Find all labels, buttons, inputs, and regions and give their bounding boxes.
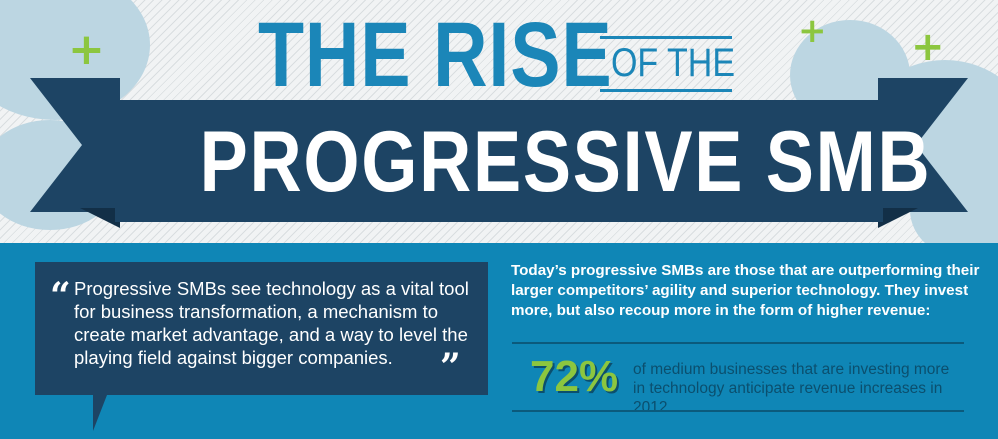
intro-paragraph: Today’s progressive SMBs are those that … [511,262,980,319]
title-line-1: THE RISE [258,4,613,106]
plus-icon: + [68,24,105,75]
ribbon-body [115,100,883,222]
speech-bubble [35,262,488,431]
stat-value: 72% [530,352,619,401]
page-title: PROGRESSIVE SMB [199,114,932,210]
ribbon-right-fold [878,208,918,228]
ribbon-right-tail [878,78,968,212]
close-quote-icon: ” [440,346,461,388]
ribbon-banner [30,78,968,228]
divider-bottom [512,410,964,412]
divider-top [512,342,964,344]
ribbon-left-fold [80,208,120,228]
plus-icon: + [911,24,945,70]
open-quote-icon: “ [50,275,71,317]
plus-icon: + [798,11,827,51]
stat-description: of medium businesses that are investing … [633,361,950,416]
quote-text: Progressive SMBs see technology as a vit… [74,278,469,368]
ribbon-left-tail [30,78,120,212]
title-of-the: OF THE [600,36,735,92]
